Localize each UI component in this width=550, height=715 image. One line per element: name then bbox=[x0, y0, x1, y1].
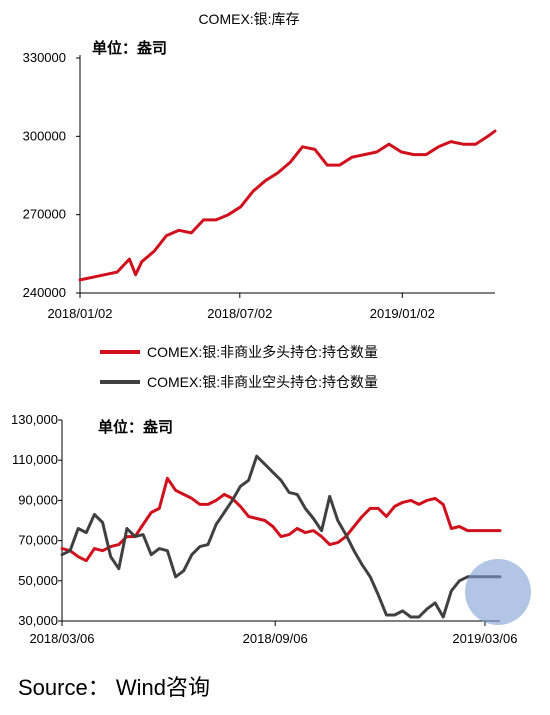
source-note: Source： Wind咨询 bbox=[18, 675, 210, 700]
highlight-circle bbox=[465, 559, 531, 625]
chart2-unit-label: 单位：盎司 bbox=[98, 418, 173, 436]
chart1-title: COMEX:银:库存 bbox=[198, 11, 299, 27]
x-tick-label: 2018/01/02 bbox=[47, 306, 112, 321]
x-tick-label: 2019/03/06 bbox=[452, 631, 517, 646]
y-tick-label: 270000 bbox=[23, 207, 66, 222]
legend-short-label: COMEX:银:非商业空头持仓:持仓数量 bbox=[147, 374, 378, 390]
inventory-chart: COMEX:银:库存 单位：盎司 240000 270000 300000 33000… bbox=[23, 11, 497, 321]
y-tick-label: 70,000 bbox=[18, 533, 58, 548]
long-position-line bbox=[60, 476, 502, 563]
legend-long-label: COMEX:银:非商业多头持仓:持仓数量 bbox=[147, 344, 378, 360]
y-tick-label: 240000 bbox=[23, 285, 66, 300]
inventory-series-line bbox=[78, 129, 497, 282]
y-tick-label: 110,000 bbox=[12, 452, 58, 467]
y-tick-label: 300000 bbox=[23, 128, 66, 143]
x-tick-label: 2018/09/06 bbox=[243, 631, 308, 646]
y-tick-label: 50,000 bbox=[18, 573, 58, 588]
chart1-unit-label: 单位：盎司 bbox=[92, 39, 167, 57]
chart2-legend: COMEX:银:非商业多头持仓:持仓数量 COMEX:银:非商业空头持仓:持仓数… bbox=[100, 344, 378, 390]
y-tick-label: 90,000 bbox=[18, 492, 58, 507]
short-position-line bbox=[60, 454, 502, 619]
y-tick-label: 130,000 bbox=[11, 412, 58, 427]
positions-chart: COMEX:银:非商业多头持仓:持仓数量 COMEX:银:非商业空头持仓:持仓数… bbox=[11, 344, 531, 646]
x-tick-label: 2018/03/06 bbox=[29, 631, 94, 646]
y-tick-label: 330000 bbox=[23, 50, 66, 65]
x-tick-label: 2019/01/02 bbox=[370, 306, 435, 321]
y-tick-label: 30,000 bbox=[18, 613, 58, 628]
x-tick-label: 2018/07/02 bbox=[207, 306, 272, 321]
